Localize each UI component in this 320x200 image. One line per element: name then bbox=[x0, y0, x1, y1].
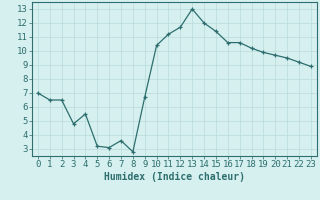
X-axis label: Humidex (Indice chaleur): Humidex (Indice chaleur) bbox=[104, 172, 245, 182]
